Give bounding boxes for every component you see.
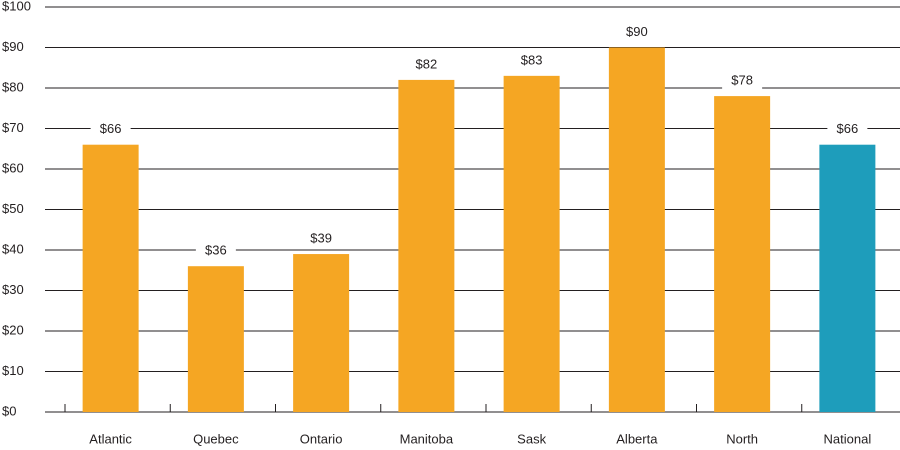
label-bg bbox=[616, 21, 657, 42]
x-tick-label: Quebec bbox=[193, 431, 239, 446]
value-label: $36 bbox=[205, 243, 227, 258]
value-label: $83 bbox=[521, 52, 543, 67]
x-tick-label: National bbox=[824, 431, 872, 446]
x-tick-label: North bbox=[726, 431, 758, 446]
value-label: $66 bbox=[837, 121, 859, 136]
value-label: $82 bbox=[416, 56, 438, 71]
y-tick-label: $30 bbox=[2, 282, 24, 297]
label-bg bbox=[827, 118, 868, 139]
bar bbox=[82, 144, 139, 412]
x-tick-label: Atlantic bbox=[89, 431, 132, 446]
bar bbox=[503, 75, 560, 412]
label-bg bbox=[301, 228, 342, 249]
value-label: $66 bbox=[100, 121, 122, 136]
bar bbox=[398, 79, 455, 413]
y-tick-label: $80 bbox=[2, 79, 24, 94]
bar bbox=[293, 254, 350, 412]
value-label: $90 bbox=[626, 24, 648, 39]
label-bg bbox=[722, 70, 763, 91]
label-bg bbox=[406, 53, 447, 74]
y-tick-label: $100 bbox=[2, 0, 31, 13]
y-tick-label: $20 bbox=[2, 322, 24, 337]
y-tick-label: $0 bbox=[2, 403, 16, 418]
y-tick-label: $60 bbox=[2, 160, 24, 175]
x-tick-label: Manitoba bbox=[400, 431, 454, 446]
value-label: $78 bbox=[731, 73, 753, 88]
y-tick-label: $10 bbox=[2, 363, 24, 378]
bar bbox=[187, 266, 244, 412]
value-label: $39 bbox=[310, 230, 332, 245]
bar bbox=[608, 47, 665, 412]
label-bg bbox=[511, 49, 552, 70]
y-tick-label: $50 bbox=[2, 201, 24, 216]
x-tick-label: Sask bbox=[517, 431, 546, 446]
x-tick-label: Ontario bbox=[300, 431, 343, 446]
bar bbox=[714, 96, 771, 412]
label-bg bbox=[195, 240, 236, 261]
x-tick-label: Alberta bbox=[616, 431, 658, 446]
y-tick-label: $70 bbox=[2, 120, 24, 135]
label-bg bbox=[90, 118, 131, 139]
y-tick-label: $40 bbox=[2, 241, 24, 256]
bar bbox=[819, 144, 876, 412]
y-tick-label: $90 bbox=[2, 39, 24, 54]
